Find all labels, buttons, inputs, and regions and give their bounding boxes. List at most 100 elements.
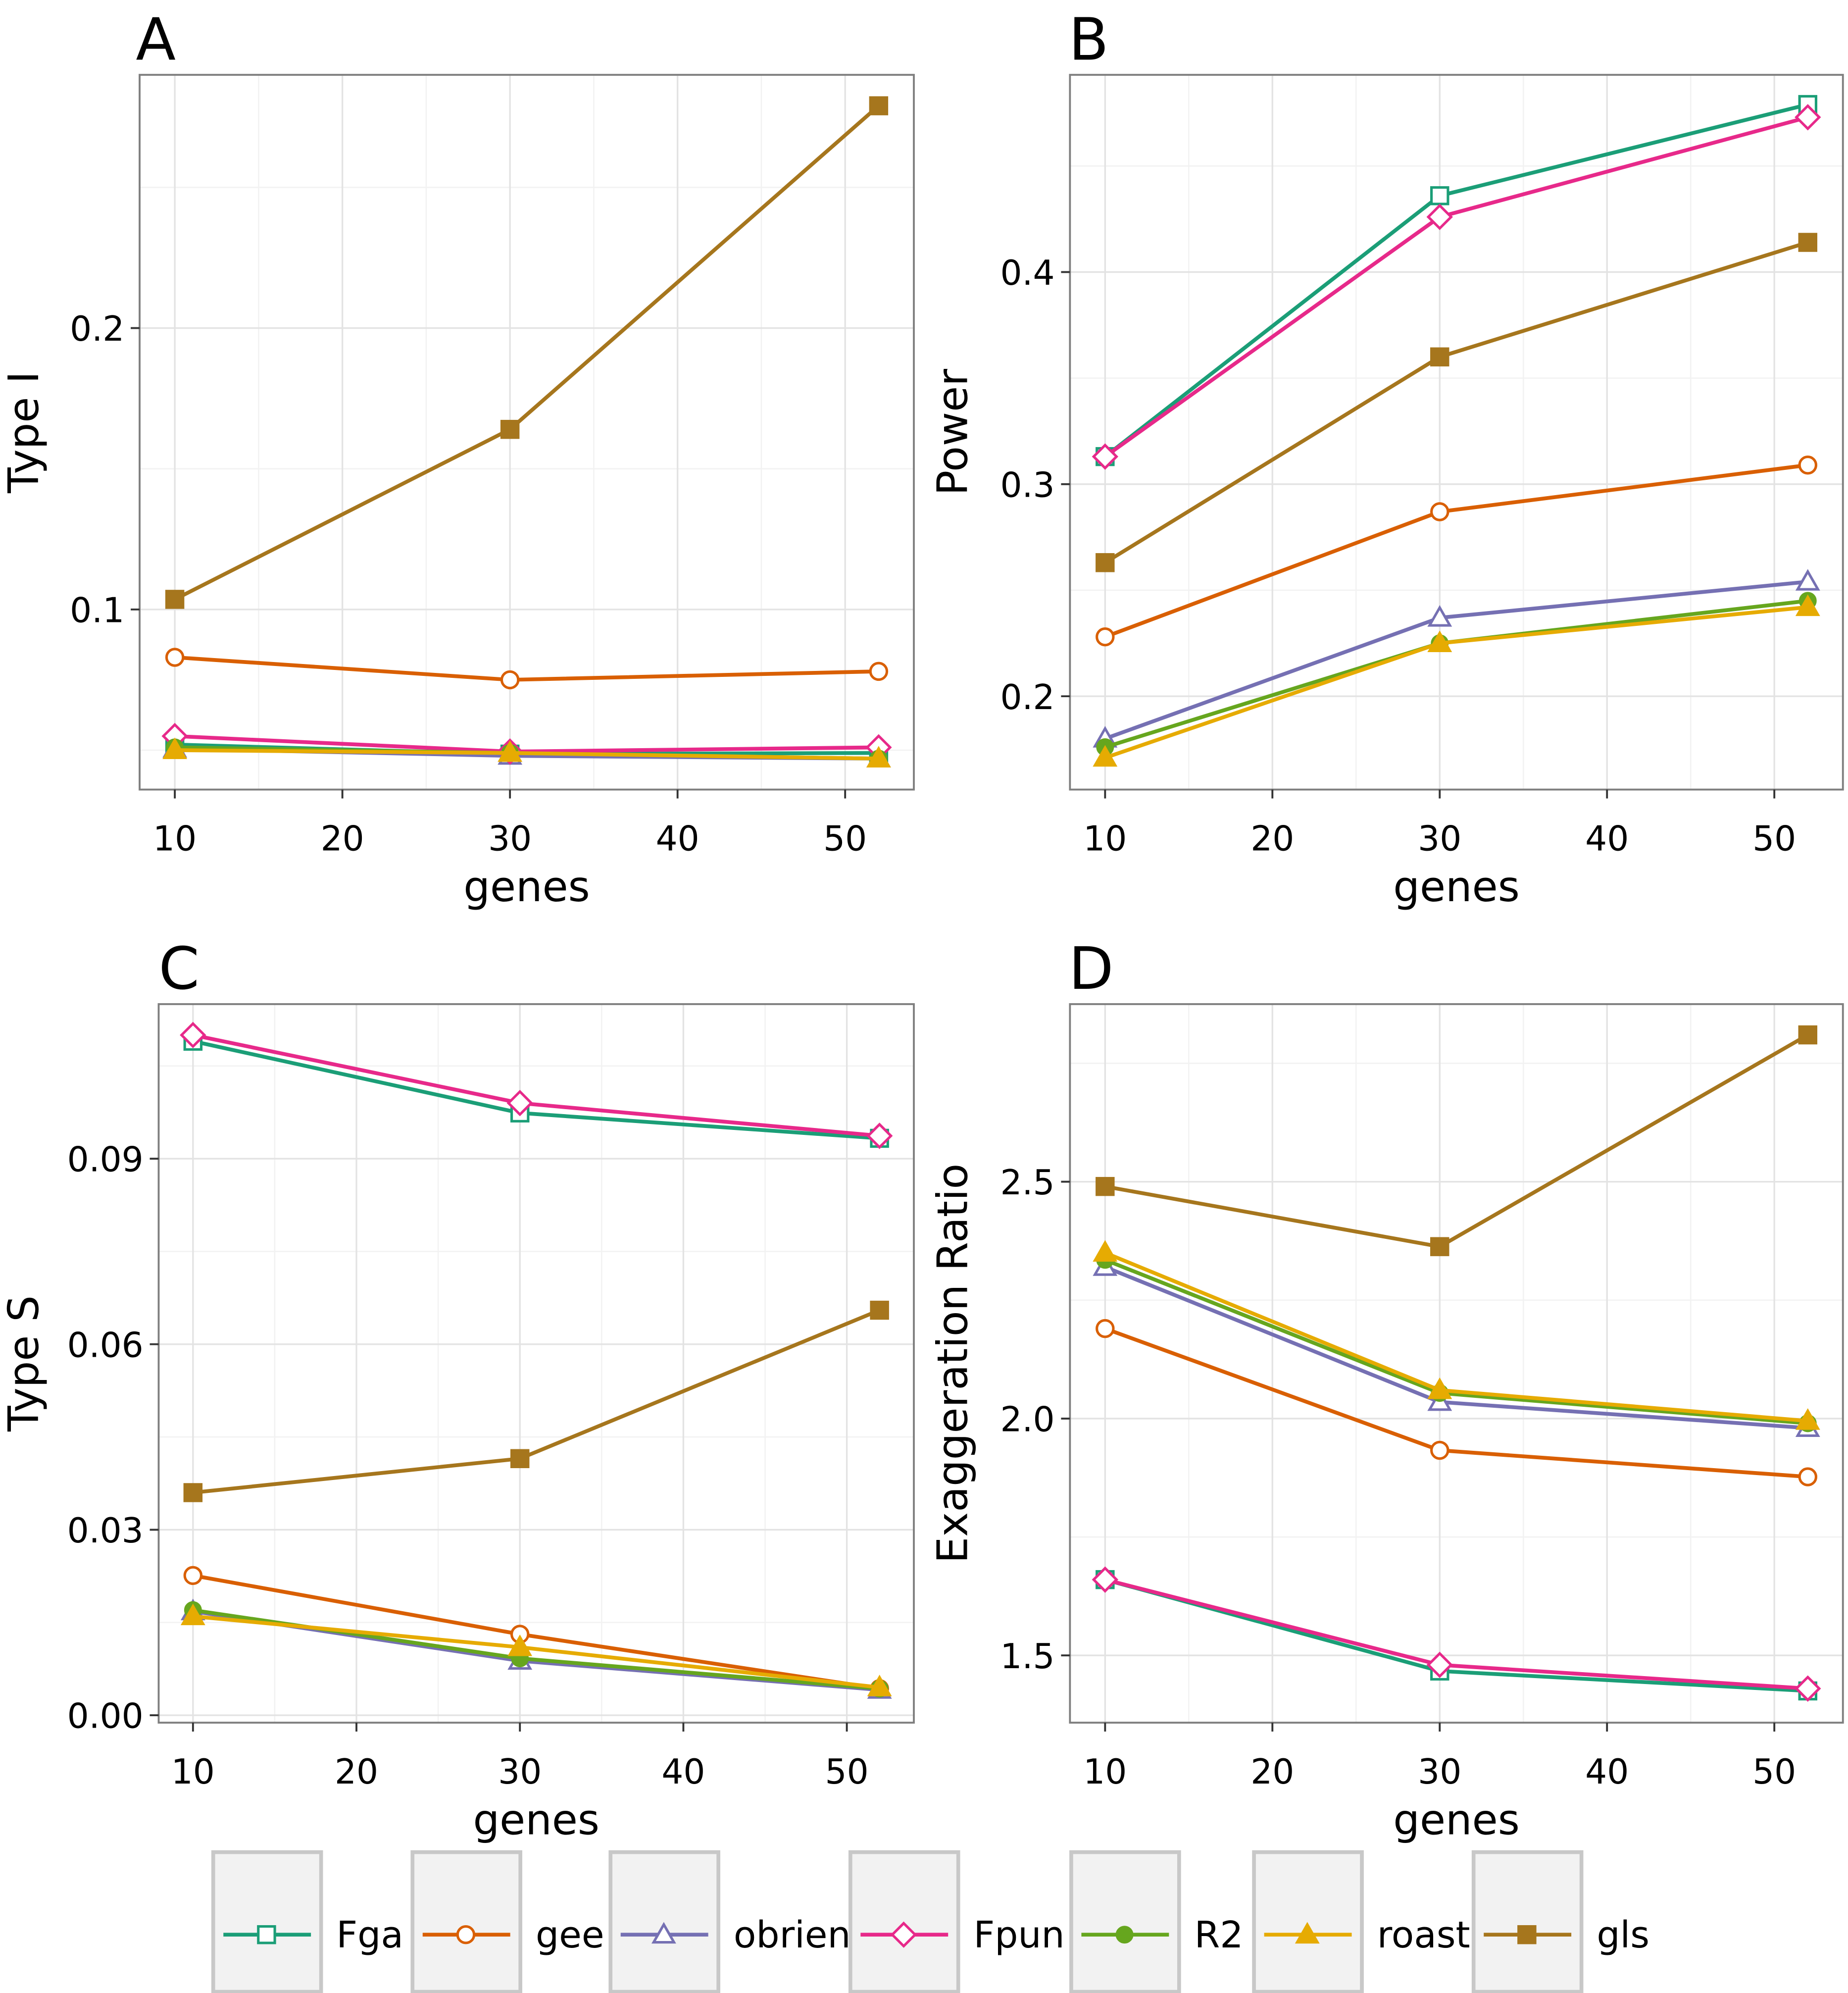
series-Fpun	[180, 1022, 893, 1149]
plot-border	[1069, 1003, 1844, 1724]
legend-label: Fpun	[973, 1913, 1064, 1956]
legend-Fpun-point	[890, 1921, 917, 1948]
panel-C: 10 20 30 40 50 0.00 0.03 0.06 0.09 genes Type S C	[0, 935, 915, 1844]
legend-item-gee: gee	[410, 1850, 604, 1993]
legend-label: gee	[536, 1913, 604, 1956]
plot-border	[139, 74, 915, 791]
y-tick-label: 1.5	[1000, 1637, 1054, 1677]
gls-point	[183, 1483, 203, 1502]
legend-label: obrien	[734, 1913, 851, 1956]
series-gee	[165, 648, 889, 690]
y-tick-label: 0.2	[70, 309, 124, 349]
x-axis-label: genes	[463, 862, 590, 911]
gls-point	[869, 96, 889, 115]
gee-point	[1798, 1467, 1818, 1486]
x-tick-label: 30	[1418, 819, 1461, 859]
panel-letter: A	[136, 5, 176, 73]
y-tick-label: 0.00	[67, 1697, 144, 1737]
roast-point	[507, 1634, 533, 1656]
legend-item-Fpun: Fpun	[848, 1850, 1065, 1993]
Fpun-point	[1795, 104, 1821, 131]
y-tick-label: 2.0	[1000, 1400, 1054, 1440]
legend-R2-point	[1115, 1926, 1134, 1944]
gee-point	[1430, 502, 1449, 521]
roast-point	[1795, 594, 1820, 616]
x-axis-label: genes	[1393, 1795, 1519, 1844]
x-tick-label: 40	[1585, 1752, 1629, 1792]
series-gls	[1096, 233, 1818, 572]
series-gee	[1096, 1319, 1818, 1486]
legend-key	[410, 1850, 523, 1993]
obrien-point	[1427, 605, 1452, 627]
Fpun-point	[1426, 204, 1453, 230]
roast-point	[866, 746, 891, 768]
x-tick-label: 10	[171, 1752, 215, 1792]
x-tick-label: 40	[1585, 819, 1629, 859]
x-tick-label: 30	[498, 1752, 542, 1792]
legend-item-obrien: obrien	[608, 1850, 851, 1993]
gee-point	[183, 1566, 203, 1585]
legend: Fga gee obrien Fpun R2 roast gls	[211, 1850, 1649, 1993]
Fpun-point	[1426, 1651, 1453, 1679]
panel-A: 10 20 30 40 50 0.1 0.2 genes Type I A	[0, 5, 915, 911]
roast-point	[498, 740, 523, 762]
y-tick-label: 0.2	[1000, 678, 1054, 717]
gee-point	[500, 670, 520, 690]
gee-point	[1430, 1440, 1449, 1460]
gls-point	[870, 1300, 889, 1320]
gls-point	[1430, 347, 1449, 367]
plot-background	[1070, 1004, 1843, 1723]
plot-background	[140, 75, 914, 790]
legend-Fga-point	[257, 1925, 276, 1944]
series-Fpun	[1092, 104, 1821, 470]
y-tick-label: 2.5	[1000, 1163, 1054, 1203]
y-axis-label: Exaggeration Ratio	[928, 1164, 977, 1564]
roast-point	[162, 737, 188, 759]
gls-point	[1430, 1237, 1449, 1256]
series-roast	[162, 737, 891, 768]
gee-point	[165, 648, 185, 667]
y-tick-label: 0.06	[67, 1326, 144, 1365]
x-tick-label: 20	[1250, 1752, 1294, 1792]
legend-item-roast: roast	[1252, 1850, 1470, 1993]
y-axis-label: Type I	[0, 371, 48, 494]
gls-point	[1096, 1176, 1115, 1196]
panel-D: 10 20 30 40 50 1.5 2.0 2.5 genes Exaggeration Rat…	[928, 935, 1844, 1844]
gls-point	[1798, 233, 1818, 252]
gls-point	[165, 590, 185, 609]
gee-point	[869, 662, 889, 681]
roast-point	[1795, 1408, 1820, 1430]
series-roast	[1093, 1240, 1820, 1430]
panel-letter: D	[1069, 935, 1114, 1003]
gee-point	[1798, 456, 1818, 475]
legend-gee-point	[456, 1925, 476, 1944]
series-Fpun	[1092, 1566, 1821, 1702]
series-gee	[1096, 456, 1818, 647]
x-tick-label: 30	[1418, 1752, 1461, 1792]
plot-border	[1069, 74, 1844, 791]
x-tick-label: 40	[656, 819, 699, 859]
x-tick-label: 10	[1083, 819, 1127, 859]
panel-letter: B	[1069, 5, 1109, 73]
legend-label: Fga	[336, 1913, 403, 1956]
series-roast	[1093, 594, 1820, 767]
x-tick-label: 10	[1083, 1752, 1127, 1792]
roast-point	[1093, 745, 1118, 767]
panel-letter: C	[158, 935, 199, 1003]
x-tick-label: 20	[1250, 819, 1294, 859]
legend-label: roast	[1377, 1913, 1470, 1956]
roast-point	[1427, 630, 1452, 652]
gee-point	[1096, 627, 1115, 647]
y-tick-label: 0.4	[1000, 254, 1054, 293]
gls-point	[1798, 1025, 1818, 1045]
legend-key	[1471, 1850, 1584, 1993]
x-tick-label: 20	[321, 819, 364, 859]
legend-key	[1252, 1850, 1364, 1993]
legend-item-Fga: Fga	[211, 1850, 403, 1993]
Fpun-point	[180, 1022, 206, 1049]
y-tick-label: 0.03	[67, 1511, 144, 1551]
x-axis-label: genes	[1393, 862, 1519, 911]
y-tick-label: 0.09	[67, 1140, 144, 1180]
Fpun-point	[506, 1089, 533, 1117]
y-axis-label: Type S	[0, 1295, 48, 1432]
